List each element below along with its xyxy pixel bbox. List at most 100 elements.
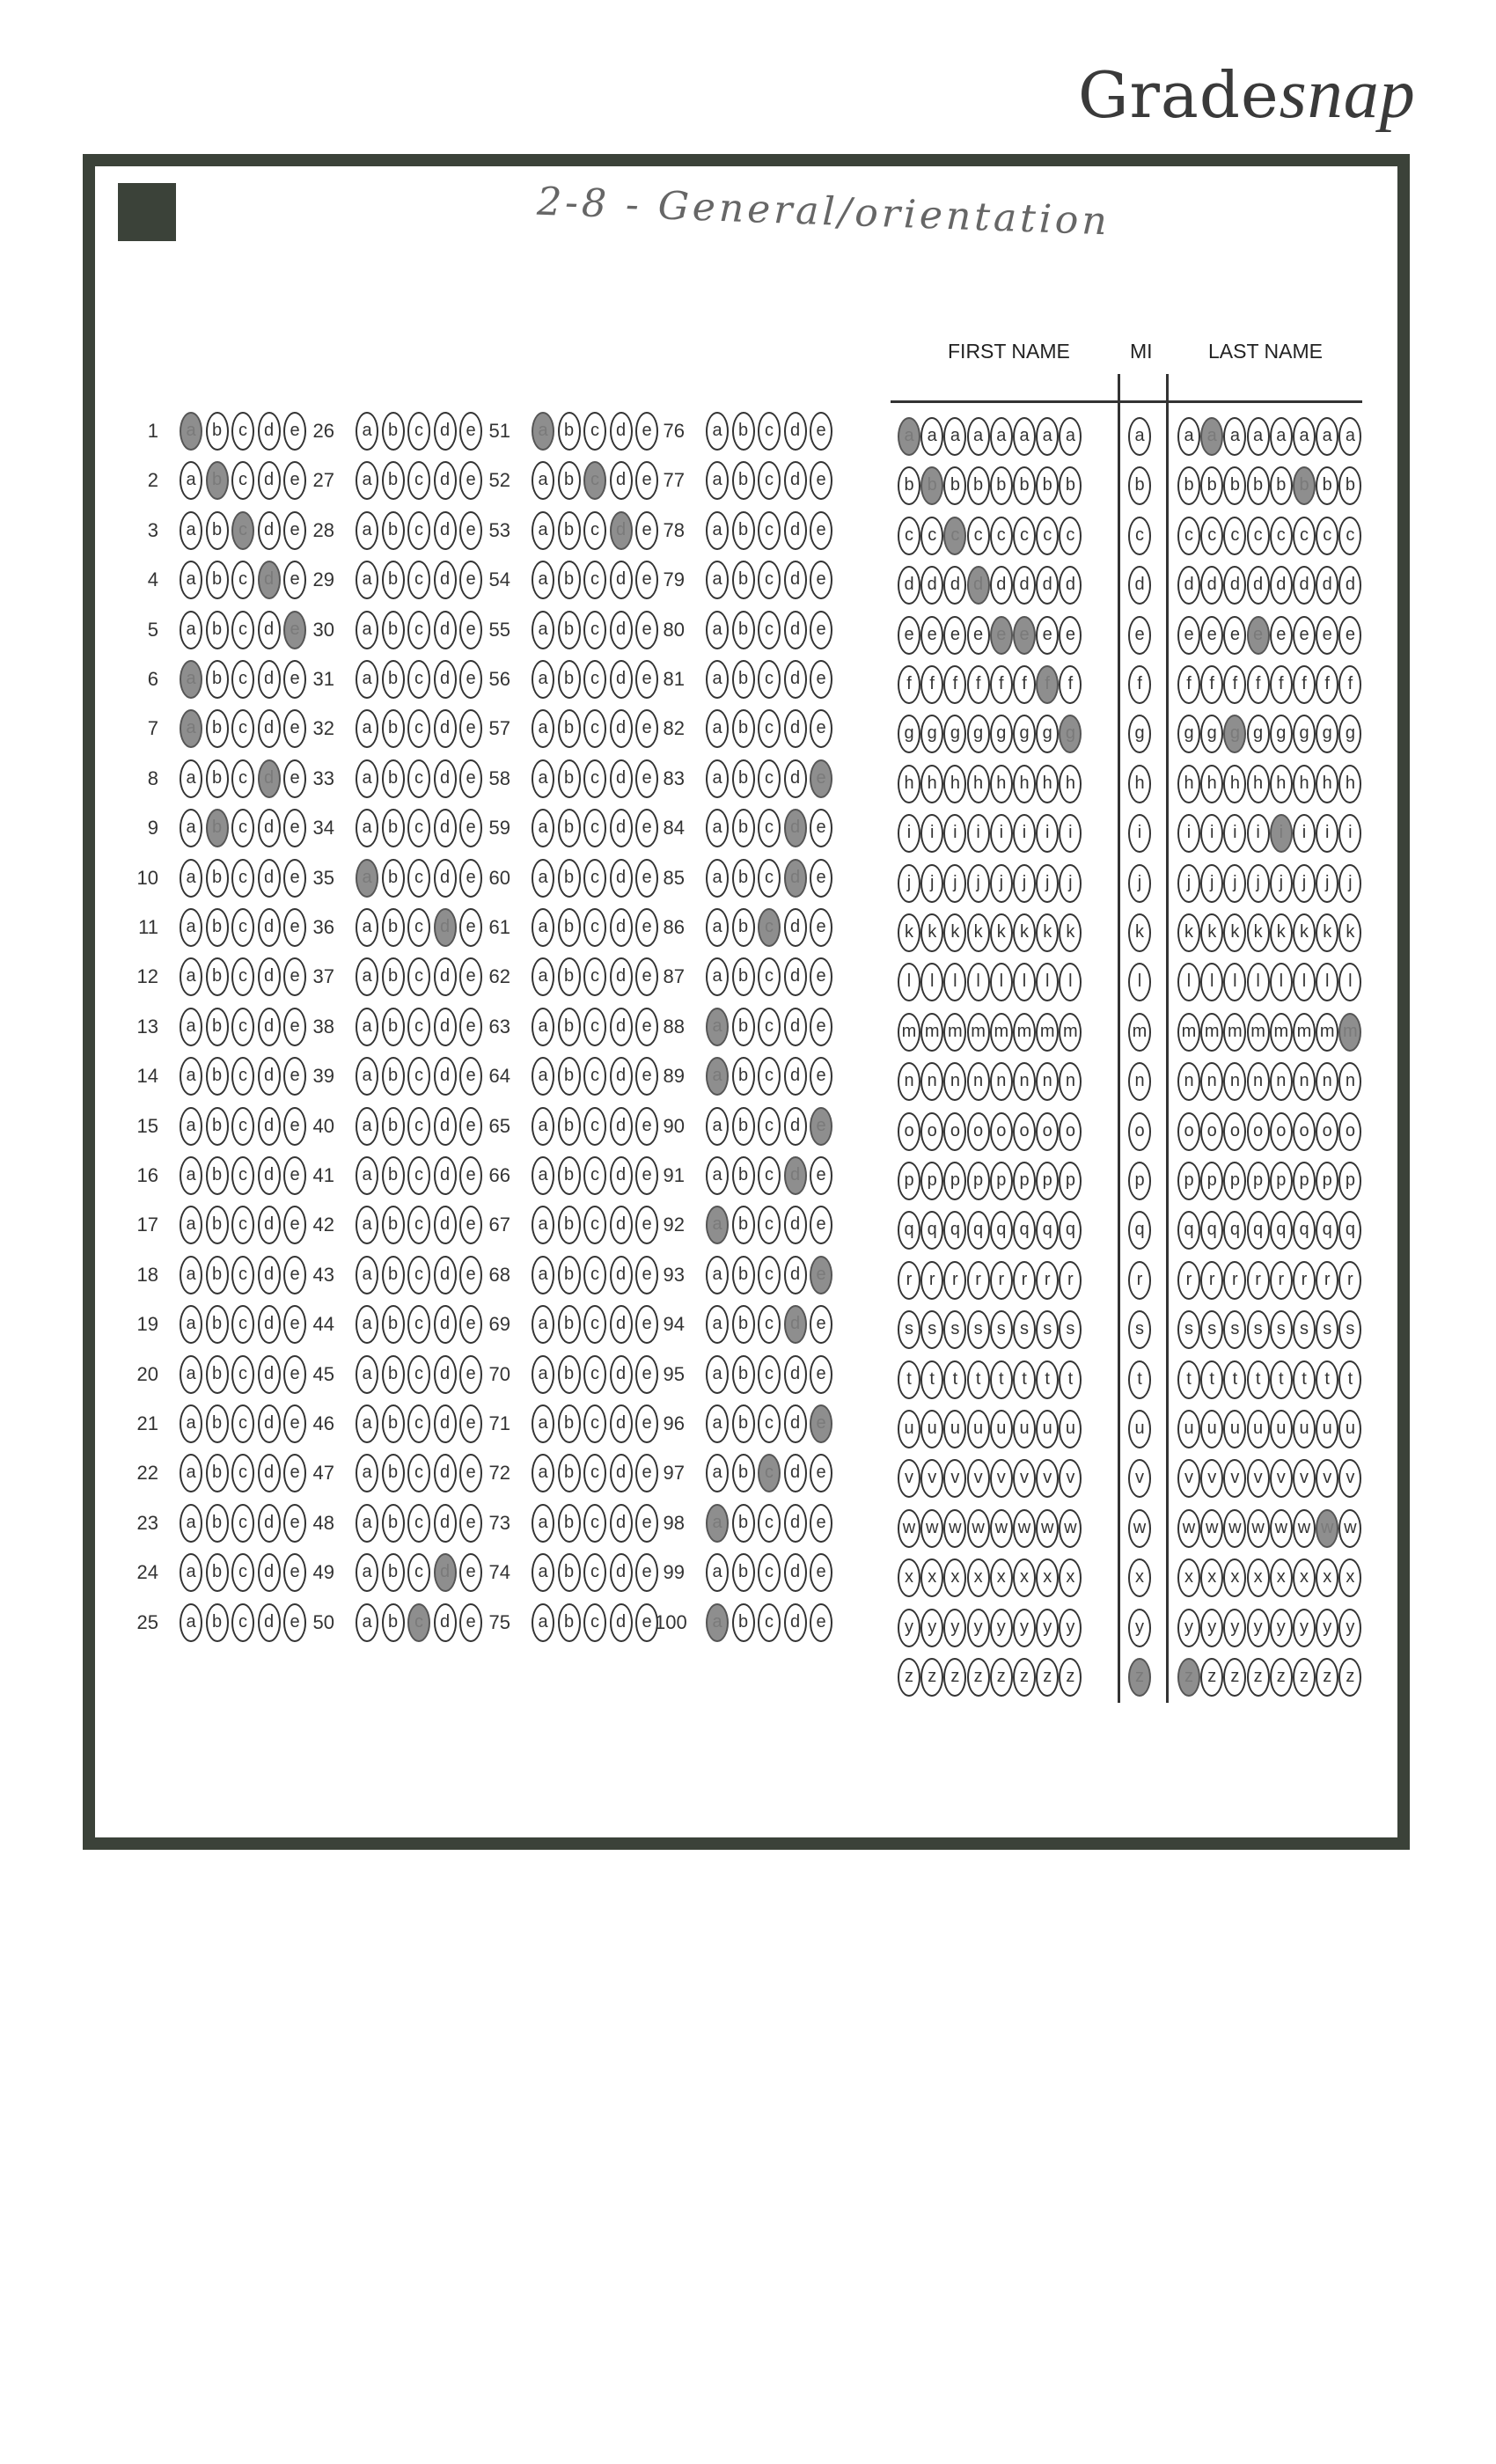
answer-bubble-b[interactable]: b (731, 908, 755, 947)
answer-bubble-a[interactable]: a (706, 809, 729, 848)
answer-bubble-a[interactable]: a (356, 1602, 378, 1642)
last-name-bubble[interactable]: i (1200, 814, 1224, 854)
answer-bubble-a[interactable]: a (532, 709, 554, 749)
first-name-bubble[interactable]: u (898, 1410, 920, 1448)
answer-bubble-b[interactable]: b (205, 461, 229, 501)
answer-bubble-a[interactable]: a (180, 510, 202, 550)
answer-bubble-a[interactable]: a (706, 1206, 729, 1245)
first-name-bubble[interactable]: r (1059, 1260, 1082, 1300)
answer-bubble-c[interactable]: c (583, 1007, 606, 1046)
answer-bubble-a[interactable]: a (180, 1255, 202, 1294)
answer-bubble-d[interactable]: d (433, 759, 457, 798)
last-name-bubble[interactable]: s (1177, 1310, 1200, 1350)
last-name-bubble[interactable]: x (1246, 1558, 1270, 1598)
first-name-bubble[interactable]: q (1036, 1211, 1060, 1250)
answer-bubble-d[interactable]: d (783, 510, 807, 550)
first-name-bubble[interactable]: k (920, 913, 944, 952)
answer-bubble-b[interactable]: b (557, 1602, 581, 1642)
answer-bubble-c[interactable]: c (407, 1057, 430, 1096)
answer-bubble-a[interactable]: a (356, 610, 378, 649)
first-name-bubble[interactable]: a (1013, 417, 1036, 456)
answer-bubble-d[interactable]: d (783, 1503, 807, 1543)
first-name-bubble[interactable]: v (989, 1459, 1013, 1499)
last-name-bubble[interactable]: o (1200, 1111, 1224, 1151)
first-name-bubble[interactable]: w (1036, 1508, 1060, 1548)
answer-bubble-b[interactable]: b (557, 1454, 581, 1493)
first-name-bubble[interactable]: b (943, 466, 967, 506)
answer-bubble-a[interactable]: a (356, 660, 378, 699)
answer-bubble-d[interactable]: d (257, 1255, 281, 1294)
answer-bubble-b[interactable]: b (205, 858, 229, 898)
first-name-bubble[interactable]: u (1013, 1410, 1036, 1448)
answer-bubble-d[interactable]: d (257, 957, 281, 997)
first-name-bubble[interactable]: y (943, 1608, 967, 1647)
first-name-bubble[interactable]: z (898, 1658, 920, 1697)
last-name-bubble[interactable]: u (1200, 1410, 1224, 1448)
answer-bubble-d[interactable]: d (783, 809, 807, 848)
answer-bubble-d[interactable]: d (257, 1007, 281, 1046)
answer-bubble-d[interactable]: d (257, 561, 281, 600)
answer-bubble-b[interactable]: b (557, 957, 581, 997)
answer-bubble-e[interactable]: e (810, 1553, 832, 1593)
answer-bubble-d[interactable]: d (257, 858, 281, 898)
answer-bubble-d[interactable]: d (609, 1354, 633, 1394)
answer-bubble-c[interactable]: c (231, 610, 254, 649)
answer-bubble-b[interactable]: b (557, 858, 581, 898)
answer-bubble-e[interactable]: e (810, 660, 832, 699)
answer-bubble-a[interactable]: a (356, 412, 378, 451)
answer-bubble-a[interactable]: a (356, 1454, 378, 1493)
answer-bubble-b[interactable]: b (731, 1156, 755, 1195)
last-name-bubble[interactable]: f (1269, 665, 1293, 704)
answer-bubble-b[interactable]: b (731, 1305, 755, 1345)
answer-bubble-d[interactable]: d (783, 1106, 807, 1146)
answer-bubble-b[interactable]: b (205, 1106, 229, 1146)
first-name-bubble[interactable]: t (989, 1360, 1013, 1399)
first-name-bubble[interactable]: i (1013, 814, 1036, 854)
answer-bubble-d[interactable]: d (433, 660, 457, 699)
first-name-bubble[interactable]: h (898, 764, 920, 803)
answer-bubble-b[interactable]: b (557, 461, 581, 501)
last-name-bubble[interactable]: l (1316, 963, 1339, 1002)
first-name-bubble[interactable]: n (966, 1062, 990, 1102)
answer-bubble-d[interactable]: d (433, 1305, 457, 1345)
last-name-bubble[interactable]: t (1177, 1360, 1200, 1399)
first-name-bubble[interactable]: p (943, 1162, 967, 1200)
first-name-bubble[interactable]: z (1036, 1658, 1060, 1697)
answer-bubble-d[interactable]: d (609, 1007, 633, 1046)
answer-bubble-b[interactable]: b (205, 908, 229, 947)
answer-bubble-c[interactable]: c (758, 957, 781, 997)
last-name-bubble[interactable]: y (1338, 1608, 1362, 1647)
last-name-bubble[interactable]: d (1200, 566, 1224, 605)
first-name-bubble[interactable]: m (1059, 1012, 1082, 1052)
last-name-bubble[interactable]: h (1316, 764, 1339, 803)
first-name-bubble[interactable]: o (943, 1111, 967, 1151)
last-name-bubble[interactable]: b (1177, 466, 1200, 506)
last-name-bubble[interactable]: r (1223, 1260, 1247, 1300)
first-name-bubble[interactable]: w (1059, 1508, 1082, 1548)
answer-bubble-a[interactable]: a (180, 1057, 202, 1096)
first-name-bubble[interactable]: c (898, 516, 920, 555)
last-name-bubble[interactable]: z (1246, 1658, 1270, 1697)
answer-bubble-e[interactable]: e (459, 1007, 482, 1046)
last-name-bubble[interactable]: d (1246, 566, 1270, 605)
first-name-bubble[interactable]: b (1036, 466, 1060, 506)
answer-bubble-c[interactable]: c (231, 1553, 254, 1593)
answer-bubble-e[interactable]: e (283, 660, 306, 699)
last-name-bubble[interactable]: q (1316, 1211, 1339, 1250)
answer-bubble-e[interactable]: e (635, 561, 658, 600)
answer-bubble-d[interactable]: d (433, 1255, 457, 1294)
answer-bubble-a[interactable]: a (356, 709, 378, 749)
last-name-bubble[interactable]: c (1246, 516, 1270, 555)
answer-bubble-e[interactable]: e (283, 1602, 306, 1642)
first-name-bubble[interactable]: g (1036, 715, 1060, 754)
answer-bubble-c[interactable]: c (583, 610, 606, 649)
middle-initial-bubble[interactable]: r (1128, 1260, 1151, 1300)
first-name-bubble[interactable]: g (1013, 715, 1036, 754)
last-name-bubble[interactable]: c (1293, 516, 1316, 555)
last-name-bubble[interactable]: m (1223, 1012, 1247, 1052)
answer-bubble-a[interactable]: a (532, 561, 554, 600)
middle-initial-bubble[interactable]: m (1128, 1012, 1151, 1052)
answer-bubble-d[interactable]: d (433, 1404, 457, 1443)
last-name-bubble[interactable]: t (1223, 1360, 1247, 1399)
first-name-bubble[interactable]: o (989, 1111, 1013, 1151)
